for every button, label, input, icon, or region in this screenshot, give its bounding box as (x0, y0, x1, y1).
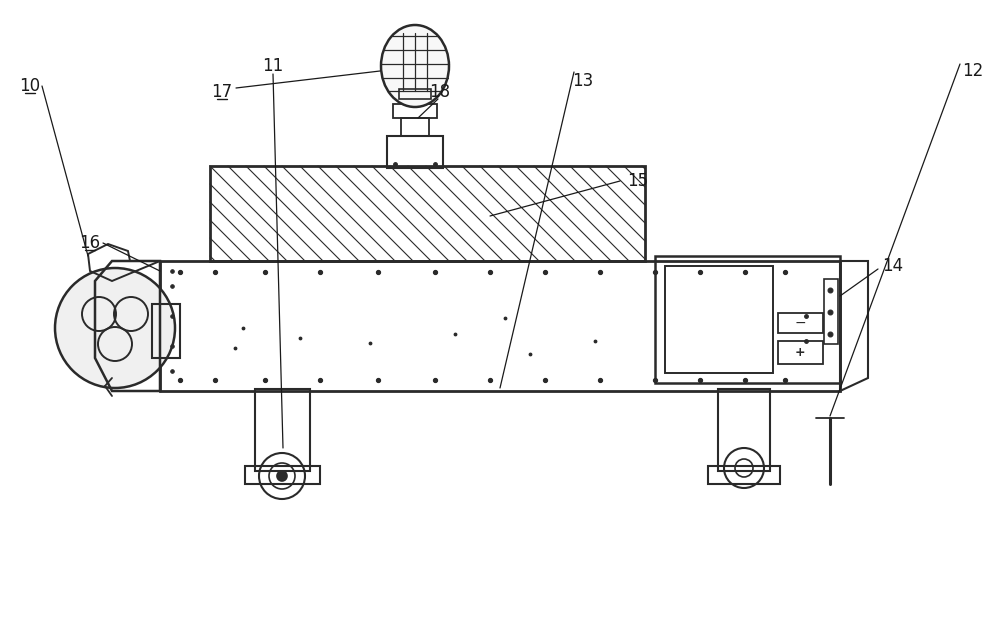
Bar (393, 104, 437, 118)
Text: −: − (794, 316, 806, 330)
Text: 13: 13 (572, 72, 594, 90)
Bar (824, 279, 838, 344)
Text: +: + (795, 347, 805, 359)
Text: 18: 18 (429, 83, 451, 101)
Bar (655, 256, 840, 383)
Ellipse shape (381, 25, 449, 107)
Bar (210, 166, 645, 261)
Bar (160, 261, 840, 391)
Bar (387, 136, 443, 168)
Bar (778, 313, 823, 333)
Text: 11: 11 (262, 57, 284, 75)
Bar (255, 389, 310, 471)
Text: 16: 16 (79, 234, 101, 252)
Bar (665, 266, 773, 373)
Circle shape (55, 268, 175, 388)
Circle shape (277, 471, 287, 481)
Bar (778, 341, 823, 364)
Text: 12: 12 (962, 62, 984, 80)
Text: 15: 15 (627, 172, 649, 190)
Bar (399, 89, 431, 99)
Text: 14: 14 (882, 257, 904, 275)
Bar (708, 466, 780, 484)
Bar (718, 389, 770, 471)
Text: 10: 10 (19, 77, 41, 95)
Text: 17: 17 (211, 83, 233, 101)
Bar (405, 92, 425, 104)
Bar (245, 466, 320, 484)
Bar (152, 304, 180, 358)
Bar (401, 118, 429, 136)
